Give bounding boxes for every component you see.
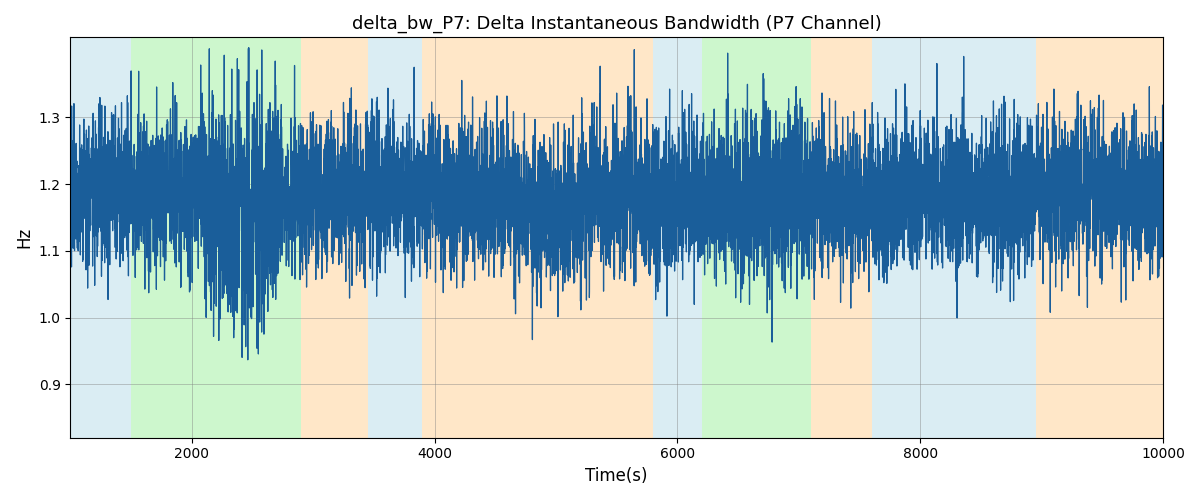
Bar <box>811 38 871 438</box>
Title: delta_bw_P7: Delta Instantaneous Bandwidth (P7 Channel): delta_bw_P7: Delta Instantaneous Bandwid… <box>352 15 882 34</box>
Bar <box>422 38 653 438</box>
Bar <box>301 38 368 438</box>
Bar <box>653 38 702 438</box>
Bar <box>1036 38 1163 438</box>
Bar <box>871 38 1036 438</box>
Y-axis label: Hz: Hz <box>14 227 32 248</box>
Bar <box>131 38 301 438</box>
Bar <box>368 38 422 438</box>
X-axis label: Time(s): Time(s) <box>586 467 648 485</box>
Bar <box>702 38 811 438</box>
Bar <box>71 38 131 438</box>
